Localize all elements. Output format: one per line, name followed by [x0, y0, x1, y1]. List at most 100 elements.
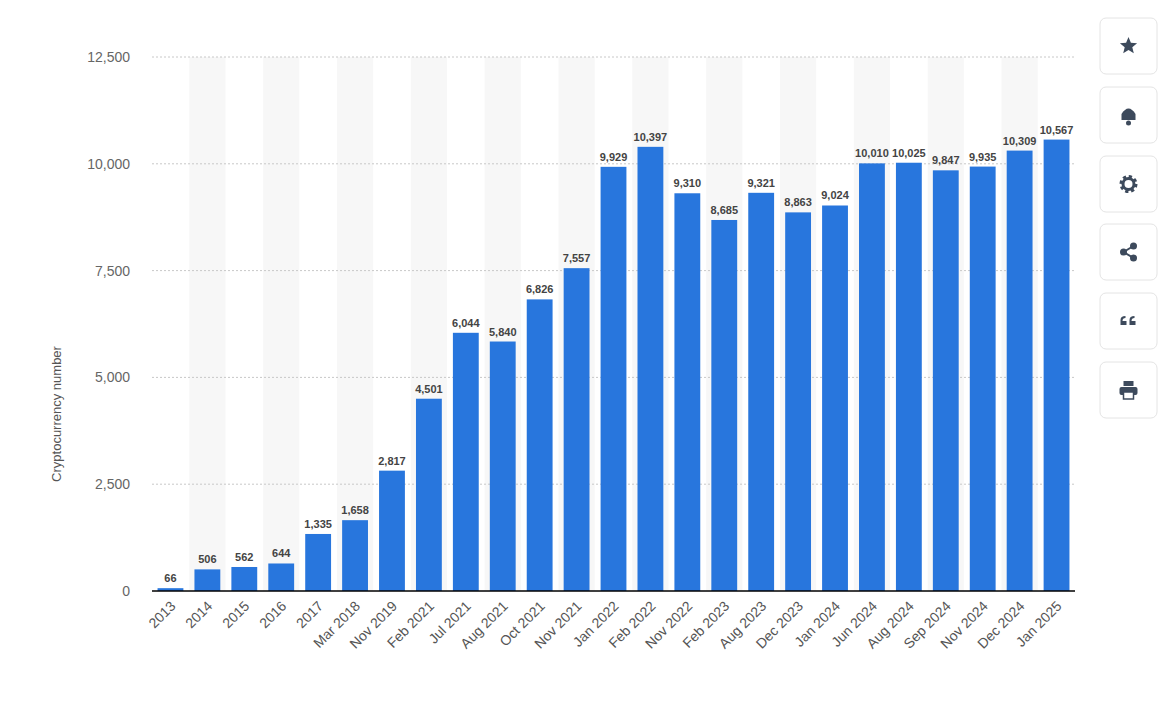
bar: [1007, 151, 1033, 591]
bar: [896, 163, 922, 591]
button-bg: [1100, 18, 1157, 74]
bar: [785, 212, 811, 591]
bar: [379, 471, 405, 591]
stripe: [1002, 57, 1038, 591]
stripe: [780, 57, 816, 591]
column-stripes: [189, 57, 1037, 591]
x-tick-label: 2013: [145, 598, 178, 631]
bar: [1044, 140, 1070, 591]
bar: [305, 534, 331, 591]
stripe: [189, 57, 225, 591]
x-axis-line: [152, 590, 1075, 592]
bar: [933, 170, 959, 591]
data-label: 8,685: [710, 204, 738, 216]
stripe: [928, 57, 964, 591]
stripe: [632, 57, 668, 591]
toolbar-button[interactable]: [1100, 224, 1157, 280]
data-label: 1,335: [304, 518, 332, 530]
data-label: 9,847: [932, 154, 960, 166]
print-paper: [1124, 392, 1134, 399]
toolbar-button[interactable]: [1100, 156, 1157, 212]
bar: [637, 147, 663, 591]
button-bg: [1100, 224, 1157, 280]
data-label: 9,929: [600, 151, 628, 163]
gear-icon: [1122, 177, 1136, 191]
bar: [268, 563, 294, 591]
stripe: [558, 57, 594, 591]
toolbar-button[interactable]: [1100, 362, 1157, 418]
print-icon: [1124, 381, 1134, 386]
bar: [970, 167, 996, 591]
button-bg: [1100, 293, 1157, 349]
toolbar: [1100, 18, 1157, 418]
bar: [711, 220, 737, 591]
share-dot: [1120, 249, 1127, 256]
x-tick-label: Feb 2021: [384, 598, 437, 651]
data-label: 4,501: [415, 383, 443, 395]
data-label: 8,863: [784, 196, 812, 208]
toolbar-button[interactable]: [1100, 87, 1157, 143]
data-label: 5,840: [489, 326, 517, 338]
share-dot: [1130, 255, 1137, 262]
x-tick-label: 2016: [256, 598, 289, 631]
stripe: [485, 57, 521, 591]
data-label: 9,310: [674, 177, 702, 189]
grid-line: [152, 57, 1075, 58]
button-bg: [1100, 362, 1157, 418]
quote-icon: [1130, 316, 1136, 325]
x-tick-label: 2017: [293, 598, 326, 631]
data-label: 9,024: [821, 189, 849, 201]
button-bg: [1100, 87, 1157, 143]
data-label: 10,025: [892, 147, 926, 159]
y-tick-label: 7,500: [95, 263, 130, 279]
gear-ring: [1123, 179, 1134, 190]
stripe: [263, 57, 299, 591]
x-tick-label: Jan 2025: [1013, 598, 1065, 650]
bars: [158, 140, 1070, 591]
data-label: 10,397: [634, 131, 668, 143]
data-labels: 665065626441,3351,6582,8174,5016,0445,84…: [164, 124, 1073, 585]
chart-svg: 0 2,500 5,000 7,500 10,000 12,500 Cryptocurren…: [0, 0, 1173, 715]
stripe: [337, 57, 373, 591]
data-label: 6,044: [452, 317, 480, 329]
data-label: 1,658: [341, 504, 369, 516]
x-tick-label: 2015: [219, 598, 252, 631]
bar: [453, 333, 479, 591]
x-tick-label: 2014: [182, 598, 215, 631]
data-label: 10,309: [1003, 135, 1037, 147]
bar: [490, 342, 516, 591]
bell-clapper: [1126, 121, 1131, 126]
y-tick-label: 10,000: [87, 156, 130, 172]
stripe: [854, 57, 890, 591]
data-label: 9,321: [747, 177, 775, 189]
bar: [194, 569, 220, 591]
data-label: 506: [198, 553, 216, 565]
bar: [527, 299, 553, 591]
y-tick-label: 12,500: [87, 49, 130, 65]
toolbar-button[interactable]: [1100, 293, 1157, 349]
bar: [231, 567, 257, 591]
y-axis-title: Cryptocurrency number: [49, 345, 64, 481]
data-label: 10,010: [855, 147, 889, 159]
bar: [859, 163, 885, 591]
data-label: 7,557: [563, 252, 591, 264]
bar: [748, 193, 774, 591]
bar: [674, 193, 700, 591]
button-bg: [1100, 156, 1157, 212]
data-label: 10,567: [1040, 124, 1074, 136]
bar: [416, 399, 442, 591]
chart-container: 0 2,500 5,000 7,500 10,000 12,500 Cryptocurren…: [0, 0, 1173, 715]
stripe: [411, 57, 447, 591]
toolbar-button[interactable]: [1100, 18, 1157, 74]
bar: [822, 205, 848, 591]
star-icon: [1120, 37, 1137, 53]
bell-icon: [1122, 109, 1136, 121]
stripe: [706, 57, 742, 591]
data-label: 6,826: [526, 283, 554, 295]
y-tick-label: 2,500: [95, 476, 130, 492]
data-label: 66: [164, 572, 176, 584]
quote-icon: [1121, 316, 1127, 325]
share-dot: [1130, 243, 1137, 250]
y-tick-label: 5,000: [95, 369, 130, 385]
y-tick-label: 0: [122, 583, 130, 599]
